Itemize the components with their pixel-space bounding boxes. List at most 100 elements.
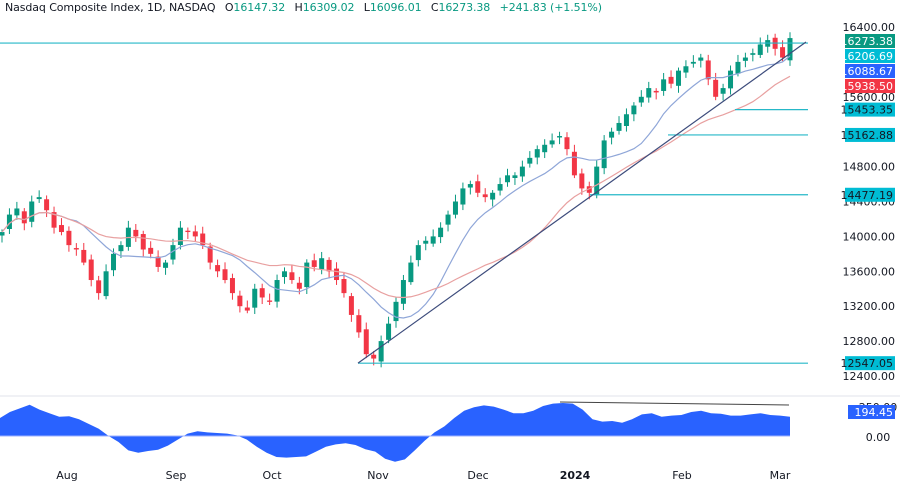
candle-body xyxy=(58,225,64,233)
price-axis-tick: 15600.00 xyxy=(843,91,896,104)
ohlc-low: L16096.01 xyxy=(363,1,422,14)
candle-body xyxy=(200,233,206,246)
level-label-box xyxy=(845,127,895,142)
candle-body xyxy=(96,280,102,294)
candle-body xyxy=(73,248,79,250)
candle-body xyxy=(438,227,444,238)
candle-body xyxy=(571,151,577,176)
price-axis-tick: 14800.00 xyxy=(843,161,896,174)
candle-body xyxy=(445,214,451,225)
candle-body xyxy=(6,214,12,230)
candle-body xyxy=(705,60,711,80)
ma-slow-line xyxy=(1,75,791,299)
candle-body xyxy=(14,208,20,216)
candle-body xyxy=(661,79,667,91)
candle-body xyxy=(482,194,488,198)
candle-body xyxy=(371,354,377,359)
candle-body xyxy=(668,76,674,84)
candle-body xyxy=(163,262,169,268)
candle-body xyxy=(44,199,50,211)
time-axis-label: Oct xyxy=(262,469,282,482)
price-axis-tick: 16400.00 xyxy=(843,21,896,34)
candle-body xyxy=(646,88,652,98)
candle-body xyxy=(356,315,362,333)
price-label: 16273.38 xyxy=(841,35,894,48)
candle-body xyxy=(408,262,414,283)
candle-body xyxy=(289,272,295,281)
candle-body xyxy=(319,258,325,270)
candle-body xyxy=(549,140,555,145)
candle-body xyxy=(728,70,734,89)
candle-body xyxy=(29,201,35,222)
ohlc-open: O16147.32 xyxy=(224,1,286,14)
candle-body xyxy=(757,44,763,55)
candle-body xyxy=(148,247,154,254)
level-label: 14477.19 xyxy=(841,189,894,202)
candle-body xyxy=(326,259,332,272)
symbol-title: Nasdaq Composite Index, 1D, NASDAQ xyxy=(5,1,216,14)
candle-body xyxy=(653,90,659,93)
price-axis-tick: 13600.00 xyxy=(843,265,896,278)
oscillator-area xyxy=(0,403,790,462)
candle-body xyxy=(296,282,302,289)
candle-body xyxy=(690,61,696,64)
candle-body xyxy=(118,245,124,252)
candle-body xyxy=(423,240,429,244)
candle-body xyxy=(185,230,191,233)
time-axis-label: 2024 xyxy=(560,469,591,482)
chart-header: Nasdaq Composite Index, 1D, NASDAQ O1614… xyxy=(5,1,608,14)
ohlc-close: C16273.38 xyxy=(430,1,491,14)
candle-body xyxy=(311,260,317,267)
candle-body xyxy=(527,157,533,164)
candle-body xyxy=(742,57,748,61)
candle-body xyxy=(51,212,57,228)
candle-body xyxy=(675,70,681,86)
candle-body xyxy=(534,149,540,158)
candle-body xyxy=(519,166,525,177)
candle-body xyxy=(430,236,436,244)
trend-line xyxy=(357,41,807,364)
candle-body xyxy=(623,114,629,126)
candle-body xyxy=(0,232,5,236)
candle-body xyxy=(111,253,117,271)
candle-body xyxy=(334,268,340,281)
candle-body xyxy=(88,259,94,281)
candle-body xyxy=(229,278,235,294)
candle-body xyxy=(497,184,503,191)
time-axis-label: Feb xyxy=(672,469,691,482)
price-axis-tick: 12800.00 xyxy=(843,335,896,348)
candle-body xyxy=(393,301,399,322)
candle-body xyxy=(609,131,615,138)
time-axis-label: Mar xyxy=(770,469,791,482)
candle-body xyxy=(787,38,793,61)
osc-axis-tick: 0.00 xyxy=(866,431,891,444)
price-axis-tick: 13200.00 xyxy=(843,300,896,313)
candle-body xyxy=(66,230,72,246)
candle-body xyxy=(735,61,741,74)
candle-body xyxy=(177,227,183,246)
time-axis-label: Dec xyxy=(467,469,488,482)
candle-body xyxy=(133,229,139,237)
ohlc-high: H16309.02 xyxy=(294,1,355,14)
candle-body xyxy=(400,280,406,304)
candle-body xyxy=(378,341,384,362)
ma-fast-line xyxy=(1,55,791,319)
level-label-box xyxy=(845,356,895,371)
candle-body xyxy=(594,166,600,196)
candle-body xyxy=(170,245,176,260)
price-label-box xyxy=(845,64,895,78)
candle-body xyxy=(192,231,198,237)
candle-body xyxy=(564,137,570,150)
candle-body xyxy=(512,175,518,178)
candle-body xyxy=(557,136,563,138)
candle-body xyxy=(683,66,689,73)
candle-body xyxy=(505,175,511,183)
candle-body xyxy=(542,144,548,153)
price-label: 16088.67 xyxy=(841,65,894,78)
candle-body xyxy=(259,288,265,298)
candle-body xyxy=(207,246,213,263)
price-label-box xyxy=(845,79,895,93)
price-label: 15938.50 xyxy=(841,80,894,93)
time-axis-label: Aug xyxy=(56,469,77,482)
